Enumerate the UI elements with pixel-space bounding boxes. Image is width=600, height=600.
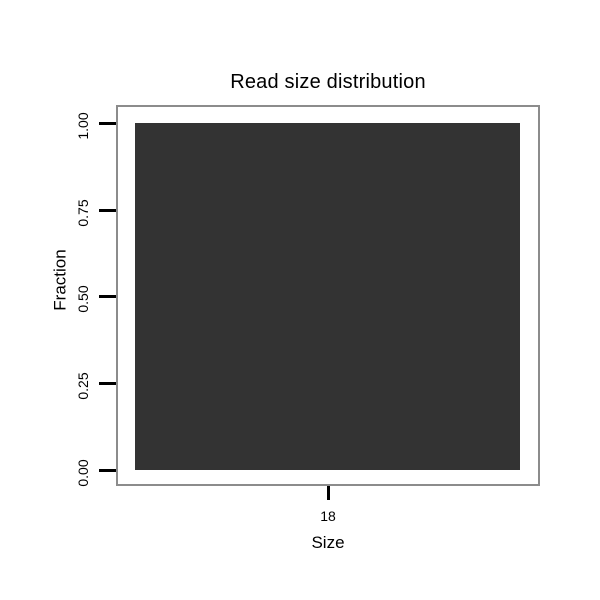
x-tick-mark-0 [327, 486, 330, 500]
y-axis-title: Fraction [30, 249, 70, 310]
y-tick-mark-2 [99, 295, 116, 298]
y-tick-mark-1 [99, 382, 116, 385]
chart-title-text: Read size distribution [230, 71, 426, 93]
y-tick-label-0: 0.00 [75, 459, 91, 487]
y-tick-mark-3 [99, 209, 116, 212]
y-axis-title-text: Fraction [50, 249, 70, 311]
y-tick-mark-4 [99, 122, 116, 125]
plot-data-area [118, 107, 538, 484]
chart-title: Read size distribution [0, 70, 600, 94]
y-tick-label-1: 0.25 [75, 372, 91, 400]
x-tick-label-0: 18 [320, 508, 336, 524]
y-tick-label-4: 1.00 [75, 112, 91, 140]
y-tick-label-3: 0.75 [75, 199, 91, 227]
y-tick-mark-0 [99, 469, 116, 472]
x-axis-title-text: Size [311, 533, 345, 552]
x-axis-title: Size [0, 533, 600, 553]
y-tick-label-2: 0.50 [75, 285, 91, 313]
bar-18 [135, 123, 520, 470]
